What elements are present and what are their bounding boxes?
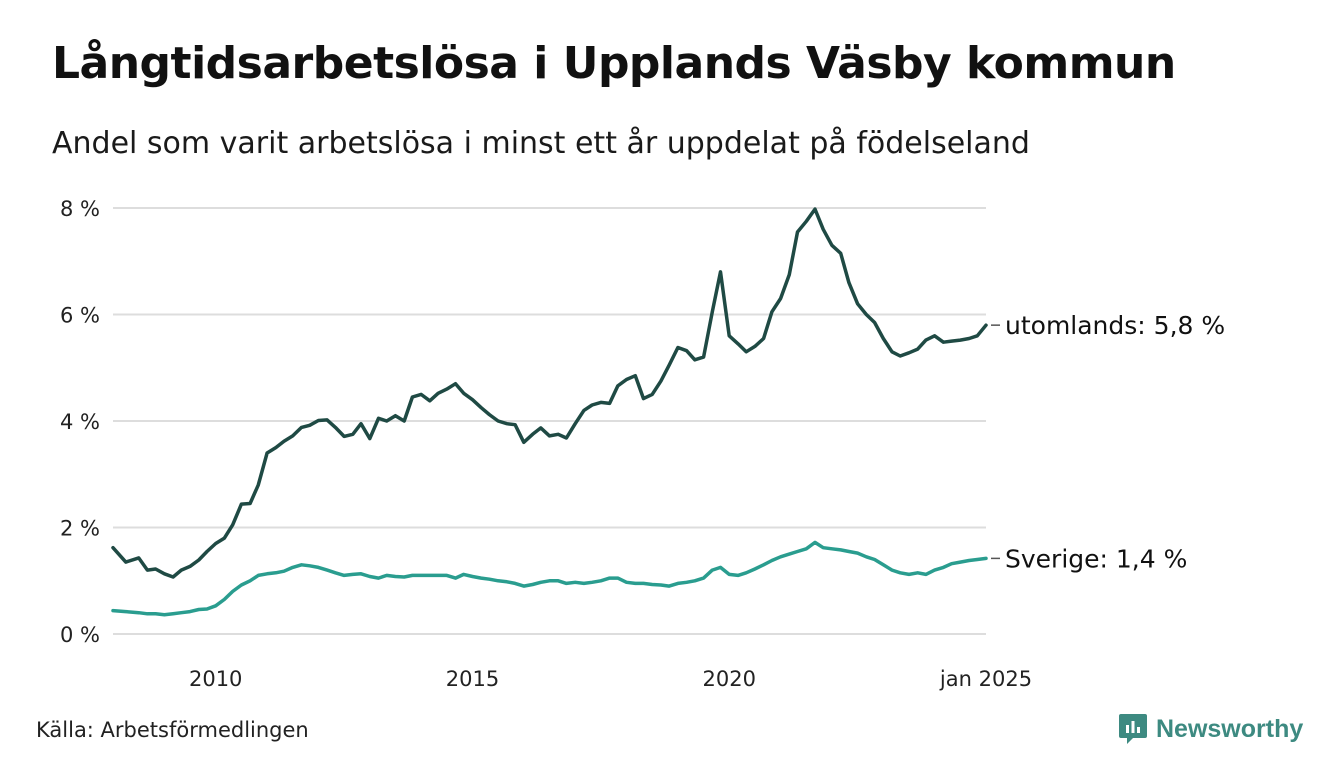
brand-logo[interactable]: Newsworthy bbox=[1118, 712, 1303, 746]
x-tick-label: 2020 bbox=[703, 667, 756, 691]
source-note: Källa: Arbetsförmedlingen bbox=[36, 718, 309, 742]
newsworthy-logo-icon bbox=[1119, 714, 1147, 744]
series-lines bbox=[111, 207, 988, 617]
y-tick-label: 2 % bbox=[60, 517, 100, 541]
x-tick-label: 2015 bbox=[446, 667, 499, 691]
y-tick-label: 6 % bbox=[60, 304, 100, 328]
series-line-sverige bbox=[111, 540, 988, 617]
y-tick-label: 8 % bbox=[60, 197, 100, 221]
series-end-label: Sverige: 1,4 % bbox=[1005, 544, 1187, 573]
gridlines bbox=[113, 207, 986, 635]
y-axis-tick-labels: 0 % 2 % 4 % 6 % 8 % bbox=[60, 197, 100, 647]
series-line-utomlands bbox=[111, 207, 988, 579]
x-axis-tick-labels: 2010 2015 2020 jan 2025 bbox=[189, 667, 1032, 691]
chart-title: Långtidsarbetslösa i Upplands Väsby komm… bbox=[52, 38, 1176, 89]
series-end-label: utomlands: 5,8 % bbox=[1005, 311, 1225, 340]
x-tick-label: 2010 bbox=[189, 667, 242, 691]
series-end-labels: utomlands: 5,8 % Sverige: 1,4 % bbox=[991, 311, 1225, 573]
y-tick-label: 0 % bbox=[60, 623, 100, 647]
x-tick-label: jan 2025 bbox=[939, 667, 1032, 691]
brand-name: Newsworthy bbox=[1156, 714, 1304, 743]
line-chart: 0 % 2 % 4 % 6 % 8 % 2010 2015 2020 jan 2025 uto… bbox=[60, 197, 1225, 691]
chart-subtitle: Andel som varit arbetslösa i minst ett å… bbox=[52, 126, 1030, 161]
y-tick-label: 4 % bbox=[60, 410, 100, 434]
